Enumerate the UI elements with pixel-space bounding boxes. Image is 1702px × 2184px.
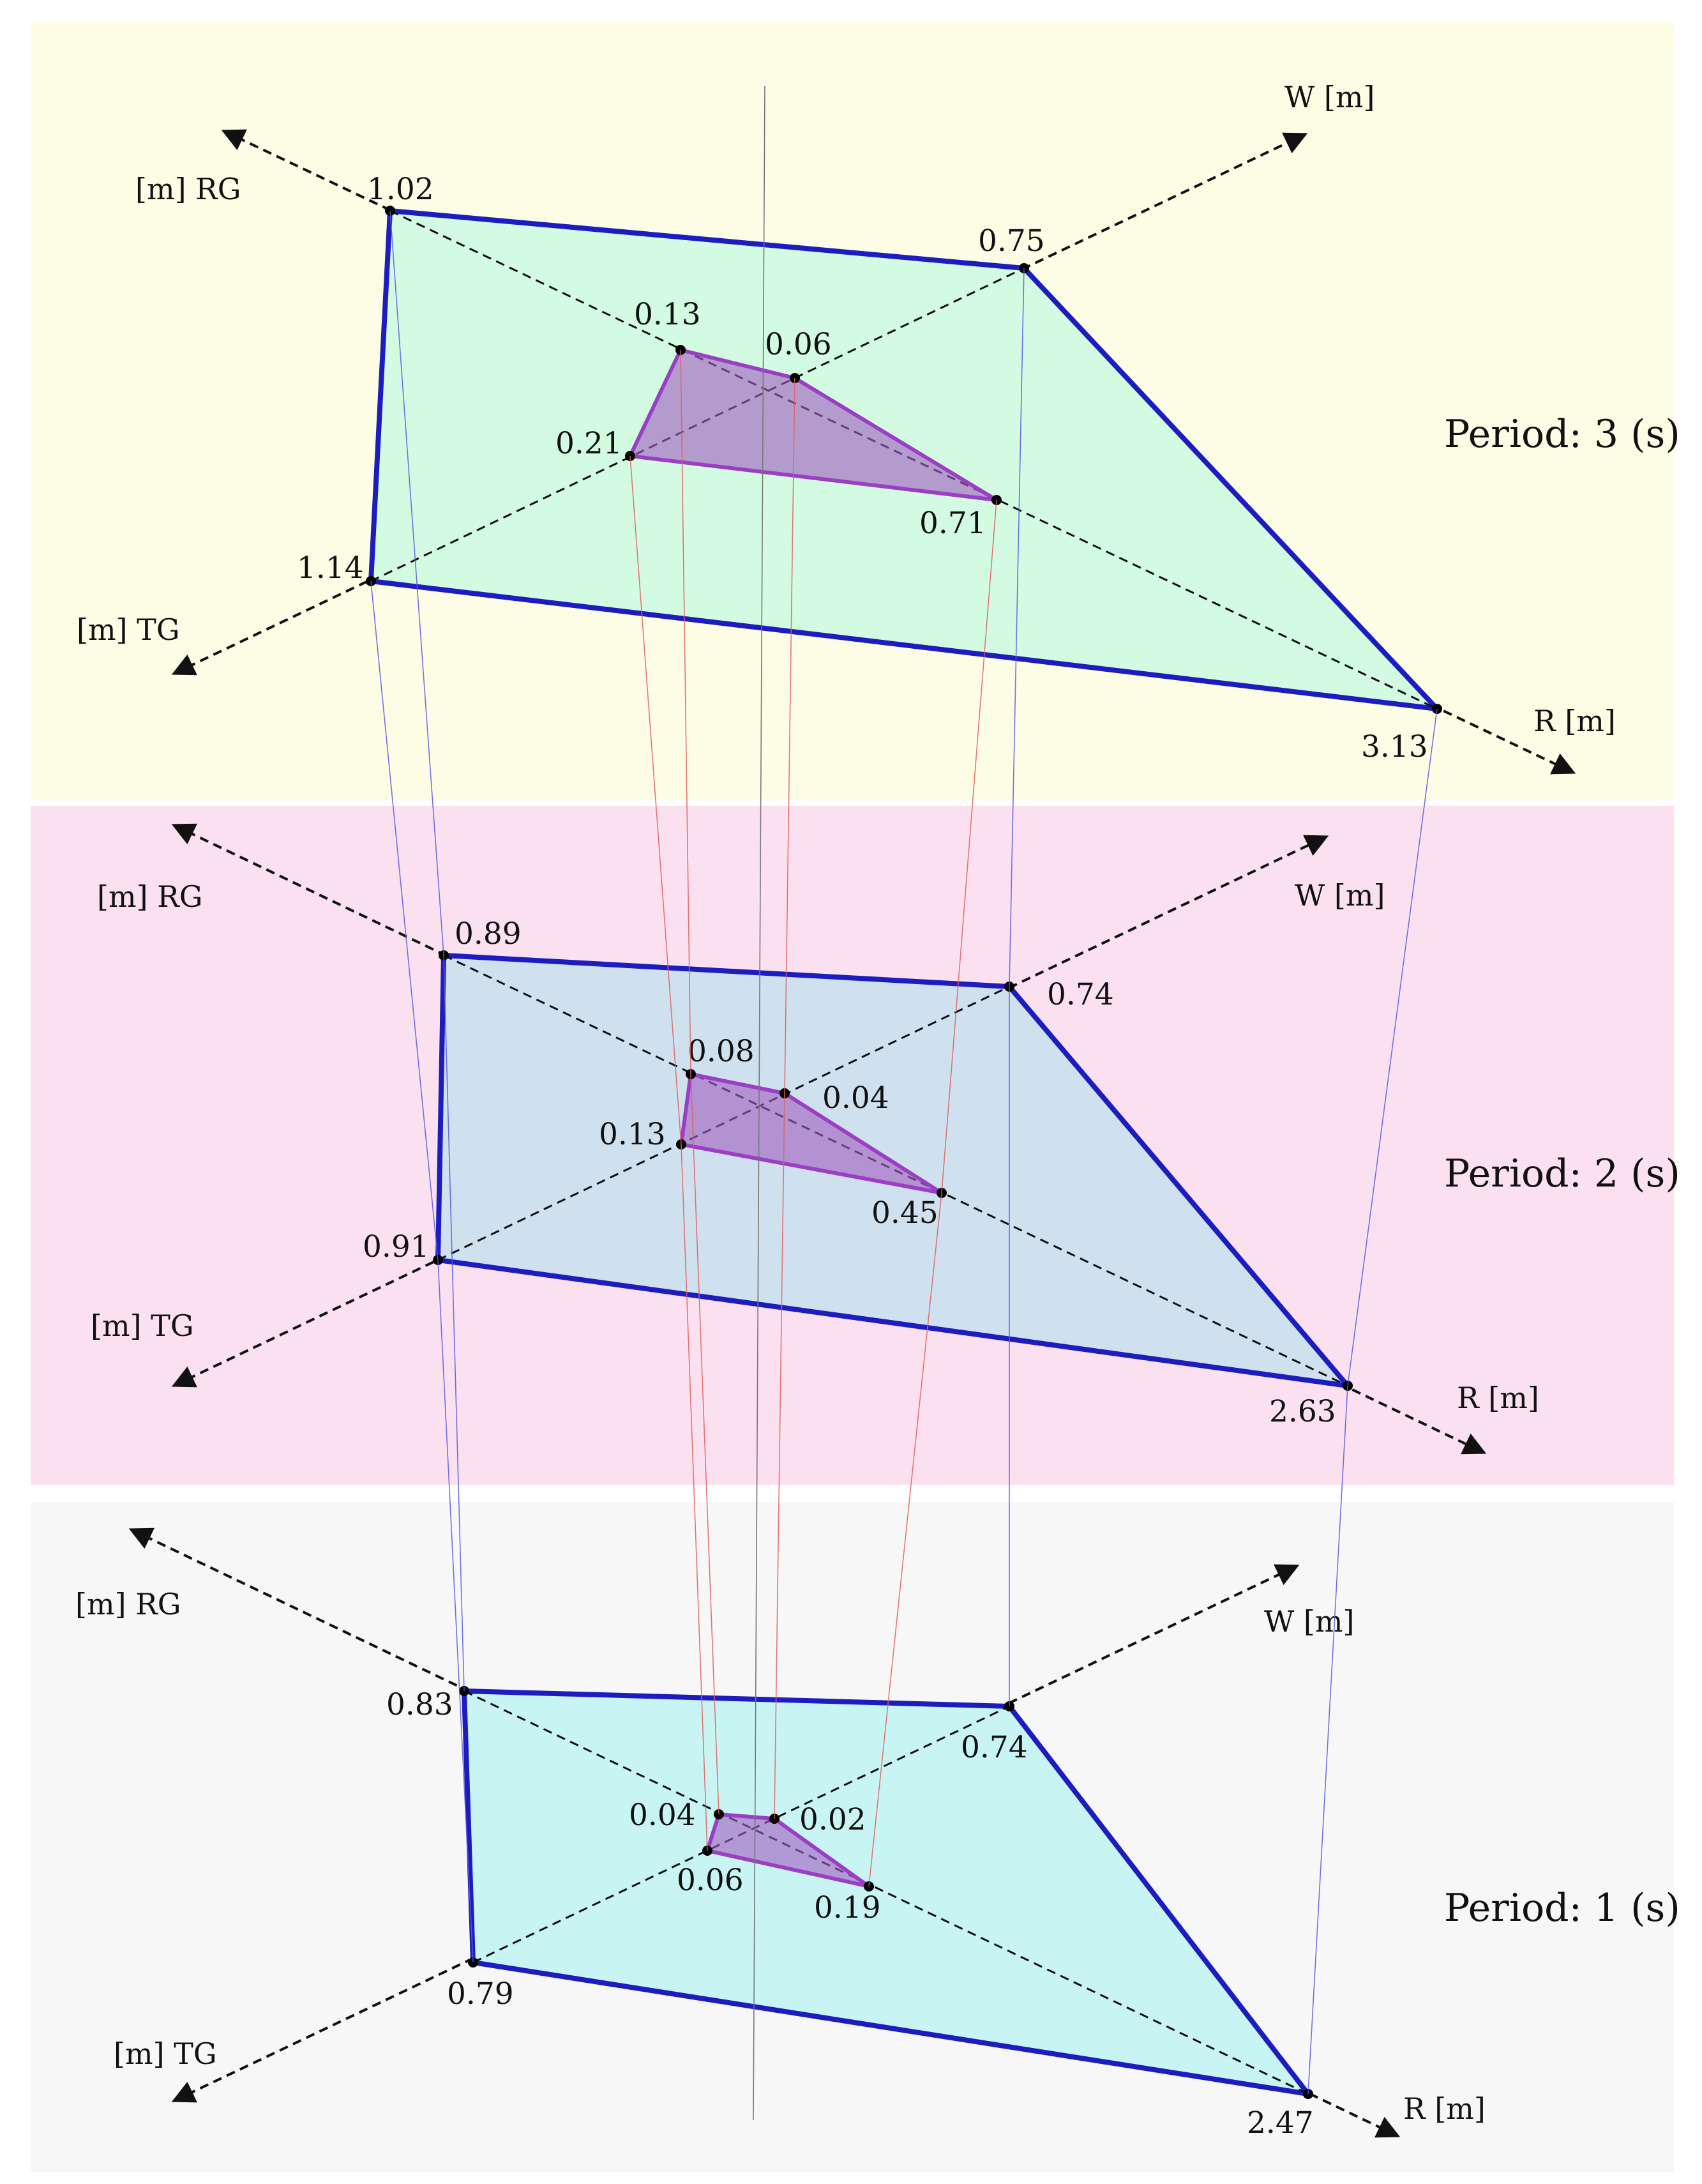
axis-label-r: R [m] [1403, 2091, 1486, 2126]
outer-value-tg: 0.79 [447, 1976, 514, 2012]
inner-value-tg: 0.21 [555, 426, 622, 461]
inner-value-r: 0.19 [814, 1890, 881, 1925]
inner-value-w: 0.02 [799, 1802, 866, 1837]
center-vertical-line [753, 86, 765, 2121]
period-label: Period: 3 (s) [1444, 412, 1680, 457]
panel-period-3: [m] RG [m] TG W [m] R [m] 1.02 0.75 1.14… [31, 22, 1680, 800]
vertex-points [366, 206, 1442, 714]
inner-value-r: 0.45 [871, 1195, 938, 1231]
outer-value-w: 0.74 [1047, 977, 1114, 1012]
outer-value-rg: 1.02 [367, 172, 434, 207]
outer-value-rg: 0.89 [455, 916, 522, 952]
axis-label-w: W [m] [1295, 878, 1385, 913]
inner-value-tg: 0.13 [599, 1117, 666, 1152]
outer-value-rg: 0.83 [386, 1687, 453, 1722]
outer-value-w: 0.75 [978, 224, 1045, 259]
inner-connectors [629, 349, 997, 1887]
axis-label-rg: [m] RG [75, 1587, 181, 1621]
axis-label-rg: [m] RG [97, 879, 203, 914]
axis-label-tg: [m] TG [77, 612, 180, 647]
outer-value-r: 2.63 [1269, 1394, 1336, 1429]
axis-label-tg: [m] TG [114, 2036, 217, 2071]
outer-value-r: 3.13 [1361, 729, 1428, 764]
panel-period-1: [m] RG [m] TG W [m] R [m] 0.83 0.74 0.79… [31, 1502, 1680, 2173]
outer-value-w: 0.74 [961, 1730, 1028, 1765]
inner-value-rg: 0.04 [629, 1798, 696, 1833]
inner-value-tg: 0.06 [677, 1863, 744, 1898]
axis-label-r: R [m] [1533, 704, 1616, 738]
outer-value-r: 2.47 [1247, 2105, 1314, 2141]
inner-value-w: 0.06 [765, 327, 832, 362]
axis-label-w: W [m] [1284, 80, 1374, 114]
axis-label-r: R [m] [1457, 1381, 1539, 1415]
inner-value-r: 0.71 [919, 506, 986, 541]
axis-label-tg: [m] TG [91, 1308, 194, 1343]
outer-value-tg: 0.91 [363, 1229, 430, 1264]
inner-value-w: 0.04 [822, 1081, 889, 1116]
axes [171, 129, 1576, 775]
outer-connectors [370, 210, 1438, 2095]
inner-value-rg: 0.13 [634, 297, 701, 332]
panel-period-2: [m] RG [m] TG W [m] R [m] 0.89 0.74 0.91… [31, 806, 1680, 1485]
period-label: Period: 1 (s) [1444, 1886, 1680, 1930]
axis-label-rg: [m] RG [135, 172, 241, 206]
outer-value-tg: 1.14 [297, 550, 364, 586]
axis-label-w: W [m] [1264, 1604, 1354, 1639]
inner-value-rg: 0.08 [688, 1034, 755, 1069]
period-label: Period: 2 (s) [1444, 1151, 1680, 1196]
axis-tg-w [171, 132, 1308, 676]
